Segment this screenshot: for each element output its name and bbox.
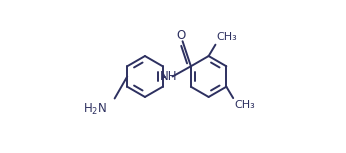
- Text: CH₃: CH₃: [234, 100, 255, 110]
- Text: NH: NH: [160, 70, 177, 83]
- Text: O: O: [176, 29, 186, 42]
- Text: CH₃: CH₃: [216, 32, 237, 42]
- Text: H$_2$N: H$_2$N: [83, 102, 108, 117]
